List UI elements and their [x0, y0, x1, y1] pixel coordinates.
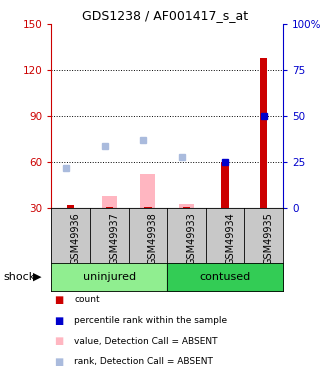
Bar [183, 207, 190, 208]
Text: ■: ■ [55, 336, 64, 346]
Text: GSM49934: GSM49934 [225, 213, 235, 265]
Bar [67, 205, 74, 208]
Text: GSM49933: GSM49933 [186, 213, 197, 265]
Text: shock: shock [3, 272, 35, 282]
Bar [106, 207, 113, 208]
Bar [144, 207, 152, 208]
Text: GSM49935: GSM49935 [264, 213, 274, 266]
Text: GSM49936: GSM49936 [71, 213, 81, 265]
Text: ■: ■ [55, 316, 64, 326]
Text: value, Detection Call = ABSENT: value, Detection Call = ABSENT [74, 337, 218, 346]
Text: GDS1238 / AF001417_s_at: GDS1238 / AF001417_s_at [82, 9, 249, 22]
Bar [260, 58, 267, 208]
Bar [179, 204, 194, 208]
Bar [140, 174, 155, 208]
Text: GSM49937: GSM49937 [109, 213, 119, 266]
Bar [102, 196, 117, 208]
Text: rank, Detection Call = ABSENT: rank, Detection Call = ABSENT [74, 357, 213, 366]
Text: ■: ■ [55, 295, 64, 305]
Text: uninjured: uninjured [83, 272, 136, 282]
Text: contused: contused [200, 272, 251, 282]
Bar [221, 162, 229, 208]
Text: ■: ■ [55, 357, 64, 367]
Text: GSM49938: GSM49938 [148, 213, 158, 265]
Text: ▶: ▶ [33, 272, 42, 282]
Text: percentile rank within the sample: percentile rank within the sample [74, 316, 228, 325]
Text: count: count [74, 296, 100, 304]
